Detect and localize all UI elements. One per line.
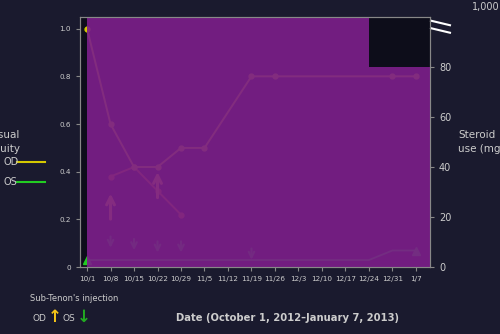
Bar bbox=[228, 17, 252, 267]
Text: 1,000: 1,000 bbox=[472, 2, 500, 12]
Text: OD: OD bbox=[3, 157, 18, 167]
Bar bbox=[322, 17, 345, 267]
Text: OS: OS bbox=[3, 177, 16, 187]
Text: OS: OS bbox=[62, 314, 75, 323]
Bar bbox=[252, 17, 275, 267]
Bar bbox=[392, 67, 416, 267]
Bar bbox=[181, 17, 204, 267]
Bar bbox=[110, 17, 134, 267]
Bar bbox=[275, 17, 298, 267]
Y-axis label: Steroid
use (mg): Steroid use (mg) bbox=[458, 130, 500, 154]
Bar bbox=[416, 67, 434, 267]
Bar bbox=[298, 17, 322, 267]
Text: ↑: ↑ bbox=[48, 308, 62, 326]
Bar bbox=[204, 17, 228, 267]
Bar bbox=[158, 17, 181, 267]
Text: Date (October 1, 2012–January 7, 2013): Date (October 1, 2012–January 7, 2013) bbox=[176, 313, 399, 323]
Bar bbox=[346, 17, 369, 267]
Text: OD: OD bbox=[32, 314, 46, 323]
Y-axis label: Visual
acuity: Visual acuity bbox=[0, 130, 20, 154]
Bar bbox=[87, 17, 110, 267]
Text: ↓: ↓ bbox=[76, 308, 90, 326]
Bar bbox=[369, 67, 392, 267]
Bar bbox=[134, 17, 158, 267]
Text: Sub-Tenon's injection: Sub-Tenon's injection bbox=[30, 294, 118, 303]
